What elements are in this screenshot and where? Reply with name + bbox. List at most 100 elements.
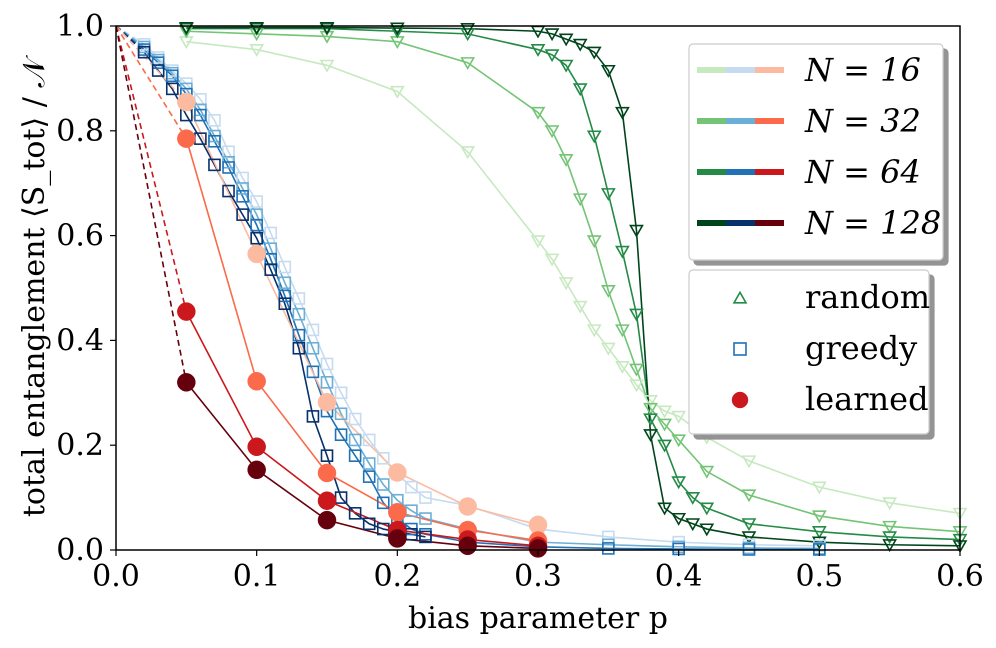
series-random-n32-point — [671, 434, 687, 448]
legend-method: random greedy learned — [688, 269, 930, 435]
series-random-n128-point — [600, 64, 616, 78]
series-learned-n16-markers — [177, 92, 548, 535]
series-random-n128-point — [657, 502, 672, 516]
series-random-n16-point — [657, 405, 672, 419]
series-learned-n64-line — [185, 311, 539, 547]
series-learned-n32-dashed-line — [116, 26, 188, 140]
series-learned-n32-point — [247, 372, 266, 391]
series-greedy-n16-point — [419, 491, 432, 504]
series-greedy-n64-point — [348, 449, 362, 462]
plot-markers — [137, 21, 968, 558]
series-random-n16-point — [558, 277, 574, 291]
axis-ticks: 0.0 0.1 0.2 0.3 0.4 0.5 0.6 0.0 0.2 0.4 0.6 0.8 1.0 — [56, 9, 984, 594]
series-learned-n128-dashed-line — [116, 26, 188, 383]
x-tick-label: 0.6 — [936, 559, 984, 594]
series-greedy-n128-point — [264, 263, 278, 276]
x-tick-label: 0.1 — [233, 559, 281, 594]
series-random-n64-point — [685, 492, 701, 505]
y-tick-label: 0.8 — [56, 114, 104, 149]
series-random-n64-line — [186, 27, 960, 541]
series-random-n128-point — [319, 21, 335, 35]
legend-method-circle-icon — [731, 391, 749, 409]
y-tick-label: 0.4 — [56, 323, 104, 358]
series-random-n128-point — [178, 21, 194, 35]
series-greedy-n16-point — [250, 195, 263, 208]
series-learned-n16-point — [247, 244, 266, 264]
series-learned-n32-point — [317, 463, 337, 483]
series-random-n64-point — [671, 476, 687, 490]
series-greedy-n32-point — [362, 457, 376, 470]
series-greedy-n16-point — [306, 323, 320, 337]
series-random-n16-point — [882, 497, 898, 511]
y-tick-label: 0.0 — [56, 533, 104, 568]
series-greedy-n32-point — [419, 512, 432, 525]
series-greedy-n64-point — [165, 69, 179, 83]
series-random-n64-point — [811, 526, 827, 539]
series-greedy-n64-point — [278, 289, 292, 303]
series-greedy-n128-line — [143, 51, 426, 538]
series-greedy-n64-point — [306, 365, 320, 379]
series-learned-n16-line — [185, 101, 539, 526]
series-random-n32-line — [186, 30, 960, 533]
series-greedy-n128-point — [362, 517, 376, 531]
series-random-n16-point — [572, 300, 588, 314]
series-random-n128-point — [389, 22, 405, 36]
series-greedy-n16-point — [320, 357, 334, 371]
series-random-n128-line — [186, 26, 960, 547]
series-learned-n16-point — [177, 92, 196, 112]
series-greedy-n128-point — [250, 231, 263, 245]
series-random-n128-point — [741, 531, 757, 545]
legend-size-label: N = 32 — [804, 102, 921, 140]
plot-series — [116, 26, 960, 550]
series-random-n128-point — [249, 21, 265, 35]
series-random-n64-point — [629, 308, 644, 322]
series-random-n64-point — [615, 245, 630, 259]
series-random-n64-point — [460, 28, 476, 42]
series-greedy-n128-point — [236, 208, 249, 221]
series-greedy-n128-point — [292, 341, 306, 355]
series-random-n16-point — [389, 85, 405, 99]
series-greedy-n32-point — [306, 341, 320, 355]
series-random-n32-point — [460, 57, 476, 70]
series-learned-n128-point — [177, 373, 196, 392]
y-tick-label: 1.0 — [56, 9, 104, 44]
series-random-n128-point — [615, 106, 630, 120]
series-random-n16-line — [186, 40, 960, 515]
series-greedy-n128-point — [419, 530, 432, 544]
series-random-n128-point — [685, 518, 701, 532]
series-random-n64-point — [643, 413, 658, 427]
series-learned-n128-point — [247, 460, 266, 480]
y-tick-label: 0.2 — [56, 428, 104, 463]
legend-method-label: greedy — [805, 329, 917, 367]
series-greedy-n16-point — [292, 292, 306, 305]
series-learned-n32-point — [177, 129, 196, 148]
series-greedy-n64-point — [222, 161, 235, 174]
series-learned-n64-dashed-line — [116, 26, 188, 312]
series-random-n32-point — [249, 28, 265, 42]
series-learned-n32-markers — [177, 129, 548, 550]
series-learned-n32-point — [388, 503, 407, 522]
series-greedy-n32-point — [236, 182, 249, 195]
legend-method-box — [688, 269, 930, 435]
series-learned-n128-point — [528, 539, 548, 558]
series-learned-n128-point — [317, 510, 337, 530]
series-greedy-n128-point — [137, 45, 151, 59]
series-greedy-n32-point — [292, 307, 306, 321]
x-tick-label: 0.4 — [655, 559, 703, 594]
series-random-n32-point — [586, 235, 602, 249]
series-greedy-n128-point — [151, 64, 165, 77]
series-greedy-n16-point — [376, 451, 390, 465]
series-greedy-n128-point — [208, 158, 221, 172]
series-random-n32-point — [530, 106, 546, 120]
series-greedy-n16-point — [348, 412, 362, 426]
series-random-n32-point — [600, 285, 616, 298]
series-greedy-n16-point — [362, 433, 376, 447]
series-random-n64-point — [699, 502, 715, 516]
series-random-n128-point — [460, 23, 476, 36]
legend-method-square-icon — [733, 342, 747, 356]
series-random-n128-point — [671, 512, 687, 526]
series-greedy-n32-point — [334, 407, 348, 421]
series-random-n32-point — [629, 363, 644, 377]
series-random-n64-point — [572, 83, 588, 97]
series-greedy-n64-point — [362, 470, 376, 483]
